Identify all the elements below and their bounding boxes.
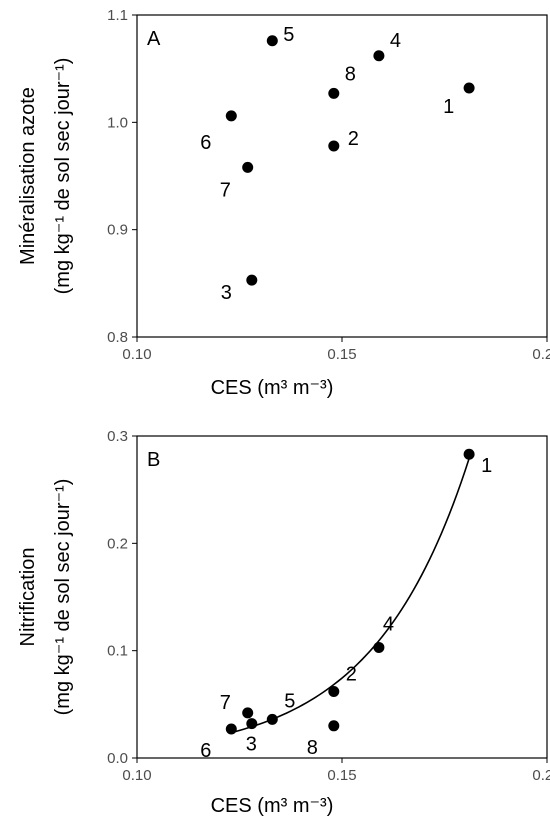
data-point-8 (328, 87, 340, 99)
y-axis-title-line1: Minéralisation azote (17, 87, 39, 265)
x-tick-label: 0.10 (122, 767, 151, 784)
y-tick-label: 0.1 (107, 643, 128, 660)
x-axis-title: CES (m³ m⁻³) (211, 377, 334, 399)
data-point-4 (373, 50, 385, 62)
data-point-label: 7 (220, 179, 231, 201)
data-point-label: 8 (307, 737, 318, 759)
data-point-label: 6 (200, 740, 211, 762)
plot-frame (136, 435, 548, 759)
data-point-1 (463, 448, 475, 460)
fitted-curve (231, 458, 470, 734)
y-tick-label: 0.2 (107, 535, 128, 552)
y-axis-title-line1: Nitrification (17, 548, 39, 647)
panel-label: A (147, 28, 161, 50)
x-tick-label: 0.20 (532, 346, 550, 363)
data-point-label: 2 (348, 128, 359, 150)
data-point-label: 4 (390, 30, 401, 52)
x-tick-label: 0.20 (532, 767, 550, 784)
x-tick-label: 0.10 (122, 346, 151, 363)
x-axis-title: CES (m³ m⁻³) (211, 795, 334, 817)
panel-b: 0.10 0.15 0.20 0.0 0.1 0.2 0.3 B CES (m³ m⁻³) Nit… (17, 428, 550, 817)
data-point-label: 1 (481, 455, 492, 477)
data-point-5 (266, 35, 278, 47)
data-point-label: 8 (345, 63, 356, 85)
y-tick-label: 0.9 (107, 222, 128, 239)
data-point-label: 1 (443, 96, 454, 118)
x-tick-label: 0.15 (327, 346, 356, 363)
data-point-label: 3 (246, 734, 257, 756)
y-tick-label: 1.1 (107, 7, 128, 24)
data-point-label: 5 (283, 24, 294, 46)
y-tick-label: 0.3 (107, 428, 128, 445)
data-point-label: 5 (284, 690, 295, 712)
data-point-8 (328, 720, 340, 732)
data-point-3 (246, 718, 258, 730)
panel-a: 0.10 0.15 0.20 0.8 0.9 1.0 1.1 A CES (m³ m⁻³) Min… (17, 7, 550, 399)
y-tick-label: 0.0 (107, 750, 128, 767)
data-point-3 (246, 274, 258, 286)
data-point-6 (225, 110, 237, 122)
y-tick-label: 0.8 (107, 329, 128, 346)
data-point-2 (328, 140, 340, 152)
data-point-label: 4 (383, 613, 394, 635)
data-point-1 (463, 82, 475, 94)
data-point-7 (242, 161, 254, 173)
data-point-4 (373, 641, 385, 653)
data-point-6 (225, 723, 237, 735)
y-tick-label: 1.0 (107, 114, 128, 131)
data-point-2 (328, 685, 340, 697)
data-point-7 (242, 707, 254, 719)
panel-label: B (147, 449, 160, 471)
y-axis-title-line2: (mg kg⁻¹ de sol sec jour⁻¹) (52, 58, 74, 295)
data-point-label: 6 (200, 132, 211, 154)
y-axis-title-line2: (mg kg⁻¹ de sol sec jour⁻¹) (52, 479, 74, 716)
x-tick-label: 0.15 (327, 767, 356, 784)
data-point-label: 7 (220, 692, 231, 714)
data-point-label: 2 (346, 663, 357, 685)
data-point-5 (266, 713, 278, 725)
data-point-label: 3 (221, 282, 232, 304)
plot-frame (136, 14, 548, 338)
